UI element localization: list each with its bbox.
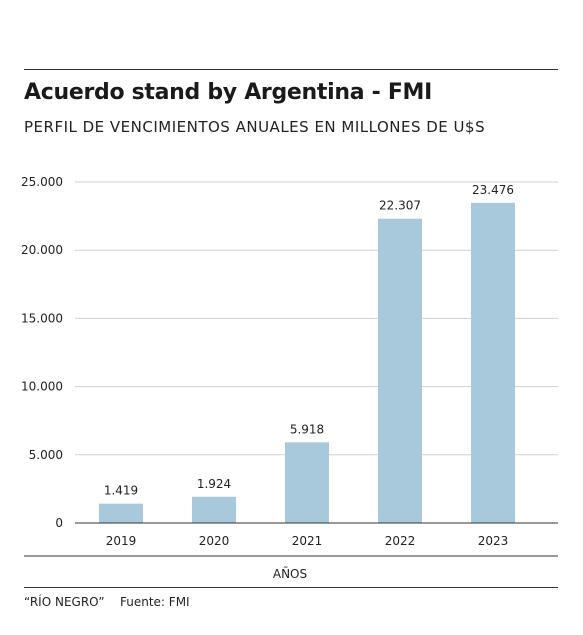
y-tick-label: 0 <box>55 516 63 530</box>
y-tick-label: 20.000 <box>21 243 63 257</box>
top-rule <box>24 69 558 70</box>
y-tick-label: 15.000 <box>21 311 63 325</box>
x-tick-label: 2021 <box>292 534 323 548</box>
chart-subtitle: PERFIL DE VENCIMIENTOS ANUALES EN MILLON… <box>24 118 486 136</box>
x-tick-label: 2023 <box>478 534 509 548</box>
bar-2023 <box>471 202 515 523</box>
bar-2019 <box>99 503 143 523</box>
x-axis-title: AÑOS <box>273 566 307 581</box>
value-label: 5.918 <box>290 422 324 436</box>
y-tick-label: 5.000 <box>29 448 63 462</box>
x-tick-label: 2019 <box>106 534 137 548</box>
bar-2020 <box>192 496 236 523</box>
chart-title: Acuerdo stand by Argentina - FMI <box>24 80 433 105</box>
publisher-credit: “RÍO NEGRO” <box>24 595 105 609</box>
x-tick-label: 2022 <box>385 534 416 548</box>
value-label: 22.307 <box>379 199 421 213</box>
y-tick-label: 25.000 <box>21 175 63 189</box>
bottom-rule <box>24 587 558 588</box>
value-label: 1.419 <box>104 484 138 498</box>
value-label: 1.924 <box>197 477 231 491</box>
x-tick-label: 2020 <box>199 534 230 548</box>
source-note: Fuente: FMI <box>120 595 190 609</box>
value-label: 23.476 <box>472 183 514 197</box>
bar-2022 <box>378 218 422 523</box>
bar-chart: 0 5.000 10.000 15.000 20.000 25.000 1.419 2019 1… <box>21 175 558 581</box>
bar-2021 <box>285 442 329 523</box>
y-tick-label: 10.000 <box>21 380 63 394</box>
